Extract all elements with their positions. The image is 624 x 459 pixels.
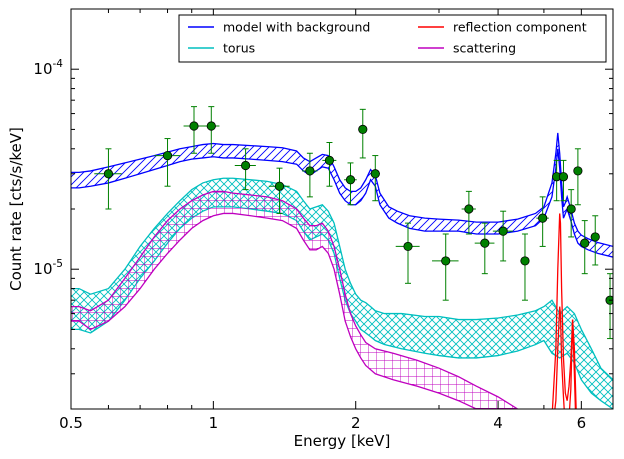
scattering-band [71,191,518,409]
legend: model with background reflection componen… [178,14,607,63]
data-marker [590,232,600,242]
model-with-background-band [71,132,613,258]
data-point [268,167,290,214]
data-point [461,190,476,235]
data-marker [370,169,380,179]
legend-label-scattering: scattering [453,41,516,56]
data-marker [274,181,285,191]
data-point [395,222,420,284]
model-with-background-lower-line [71,148,613,258]
y-tick-label: 10-5 [33,258,63,278]
y-axis-label: Count rate [cts/s/keV] [7,127,25,291]
data-point [202,106,220,154]
data-marker [206,121,216,131]
data-point [573,148,583,206]
x-axis-label: Energy [keV] [294,432,391,450]
scattering-lower-line [71,212,479,409]
x-tick-label: 6 [577,414,587,432]
reflection-component-lower-line [554,306,577,409]
data-point [474,222,495,275]
data-point [552,159,562,202]
data-point [322,142,337,187]
data-marker [580,238,590,248]
x-tick-label: 1 [209,414,219,432]
data-point [492,210,513,262]
data-point [302,152,318,198]
data-point [370,155,380,202]
data-point [566,189,576,238]
x-tick-label: 4 [493,414,503,432]
data-marker [241,160,251,171]
data-marker [538,213,548,223]
data-marker [558,172,569,182]
data-marker [566,204,576,214]
data-marker [162,150,173,161]
data-point [432,233,459,301]
data-marker [573,166,583,176]
torus-upper-line [71,177,613,381]
legend-label-model-with-background: model with background [223,20,370,35]
data-marker [345,175,356,185]
data-marker [403,241,413,252]
scattering-upper-line [71,190,518,409]
data-point [536,196,549,247]
torus-band [71,178,613,409]
y-tick-label: 10-4 [33,58,63,78]
data-point [94,148,122,210]
legend-box [178,14,607,63]
data-marker [441,256,451,266]
data-point [580,220,590,275]
model-with-background-upper-line [71,132,613,248]
data-point [344,162,357,206]
legend-label-torus: torus [223,41,255,56]
plot-area [71,9,613,409]
data-point [590,215,600,266]
data-marker [520,256,530,266]
x-tick-label: 2 [351,414,361,432]
data-marker [324,155,335,165]
data-point [358,108,368,159]
data-marker [189,121,199,131]
data-marker [358,124,368,135]
x-tick-label: 0.5 [59,414,83,432]
data-marker [464,204,474,214]
data-point [183,106,204,154]
data-point [234,148,256,191]
data-marker [305,166,315,176]
data-point [558,159,569,202]
data-point [520,233,530,301]
data-marker [498,226,508,236]
data-point [154,138,180,187]
data-marker [480,238,490,248]
reflection-component-upper-line [551,213,577,409]
legend-label-reflection-component: reflection component [453,20,587,35]
data-marker [103,169,114,179]
